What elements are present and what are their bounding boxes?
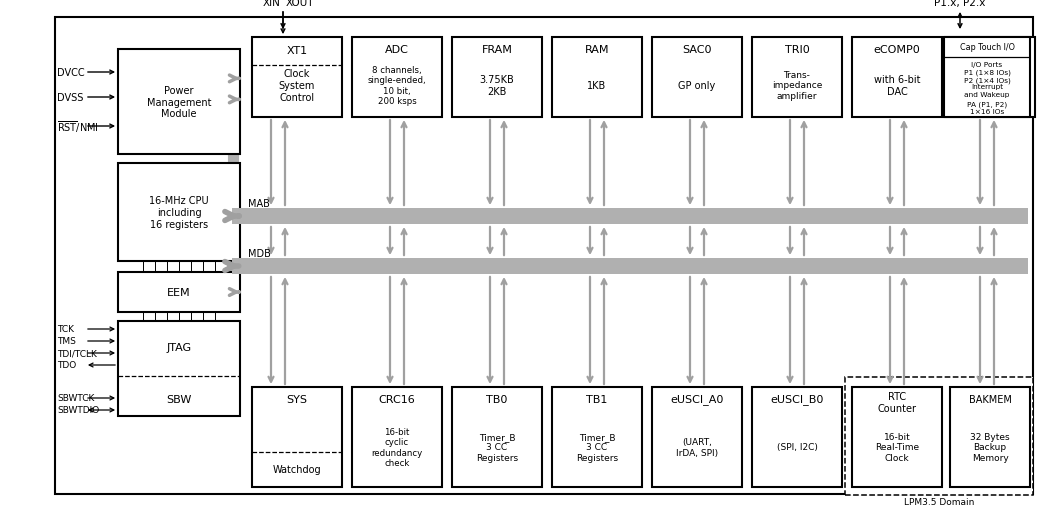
Text: JTAG: JTAG: [166, 342, 191, 352]
Bar: [252, 387, 342, 487]
Bar: [452, 387, 542, 487]
Text: XOUT: XOUT: [286, 0, 314, 8]
Text: XIN: XIN: [263, 0, 281, 8]
Text: I/O Ports
P1 (1×8 IOs)
P2 (1×4 IOs)
Interrupt
and Wakeup: I/O Ports P1 (1×8 IOs) P2 (1×4 IOs) Inte…: [964, 63, 1011, 97]
Text: TB1: TB1: [587, 394, 608, 404]
Text: 3.75KB
2KB: 3.75KB 2KB: [479, 75, 515, 97]
Text: 32 Bytes
Backup
Memory: 32 Bytes Backup Memory: [970, 432, 1010, 462]
Text: TCK: TCK: [57, 325, 74, 334]
Text: Timer_B
3 CC
Registers: Timer_B 3 CC Registers: [576, 432, 618, 462]
Text: 1KB: 1KB: [588, 81, 607, 91]
Bar: [227, 209, 239, 293]
Bar: [845, 377, 1033, 495]
Bar: [232, 209, 1028, 224]
Text: Trans-
impedance
amplifier: Trans- impedance amplifier: [772, 71, 823, 101]
Bar: [652, 387, 742, 487]
Text: $\overline{\rm RST}$/NMI: $\overline{\rm RST}$/NMI: [57, 119, 99, 134]
Text: TB0: TB0: [487, 394, 507, 404]
Text: LPM3.5 Domain: LPM3.5 Domain: [904, 497, 974, 506]
Text: eCOMP0: eCOMP0: [874, 45, 921, 55]
Text: 16-bit
cyclic
redundancy
check: 16-bit cyclic redundancy check: [372, 427, 423, 467]
Text: MDB: MDB: [248, 248, 270, 259]
Bar: [944, 38, 1030, 118]
Text: with 6-bit
DAC: with 6-bit DAC: [874, 75, 920, 97]
Text: TMS: TMS: [57, 337, 76, 346]
Text: XT1: XT1: [286, 46, 308, 56]
Bar: [852, 38, 942, 118]
Text: RTC
Counter: RTC Counter: [878, 391, 917, 413]
Bar: [118, 272, 240, 313]
Text: DVSS: DVSS: [57, 93, 84, 103]
Text: SBWTDIO: SBWTDIO: [57, 406, 99, 415]
Bar: [232, 259, 1028, 274]
Text: TDI/TCLK: TDI/TCLK: [57, 349, 97, 358]
Text: TDO: TDO: [57, 361, 76, 370]
Text: DVCC: DVCC: [57, 68, 85, 78]
Text: RAM: RAM: [585, 45, 610, 55]
Text: (UART,
IrDA, SPI): (UART, IrDA, SPI): [675, 437, 718, 457]
Bar: [452, 38, 542, 118]
Text: 16-bit
Real-Time
Clock: 16-bit Real-Time Clock: [875, 432, 919, 462]
Bar: [552, 38, 642, 118]
Text: eUSCI_A0: eUSCI_A0: [670, 394, 723, 405]
Text: (SPI, I2C): (SPI, I2C): [777, 443, 817, 451]
Text: P1.x, P2.x: P1.x, P2.x: [934, 0, 986, 8]
Text: 16-MHz CPU
including
16 registers: 16-MHz CPU including 16 registers: [149, 196, 209, 229]
Bar: [752, 38, 843, 118]
Text: CRC16: CRC16: [379, 394, 416, 404]
Bar: [118, 50, 240, 155]
Text: Watchdog: Watchdog: [272, 464, 322, 474]
Text: Power
Management
Module: Power Management Module: [147, 86, 211, 119]
Text: SBWTCK: SBWTCK: [57, 394, 94, 403]
Text: GP only: GP only: [679, 81, 715, 91]
Text: SAC0: SAC0: [682, 45, 712, 55]
Text: ADC: ADC: [385, 45, 409, 55]
Bar: [852, 387, 942, 487]
Text: 8 channels,
single-ended,
10 bit,
200 ksps: 8 channels, single-ended, 10 bit, 200 ks…: [367, 66, 426, 106]
Text: TRI0: TRI0: [785, 45, 809, 55]
Text: Cap Touch I/O: Cap Touch I/O: [959, 43, 1015, 52]
Bar: [945, 38, 1035, 118]
Text: FRAM: FRAM: [481, 45, 513, 55]
Bar: [752, 387, 843, 487]
Text: PA (P1, P2)
1×16 IOs: PA (P1, P2) 1×16 IOs: [967, 101, 1007, 115]
Text: SBW: SBW: [166, 394, 192, 404]
Bar: [252, 38, 342, 118]
Bar: [552, 387, 642, 487]
Bar: [652, 38, 742, 118]
Bar: [950, 387, 1030, 487]
Text: BAKMEM: BAKMEM: [969, 394, 1012, 404]
Text: SYS: SYS: [286, 394, 308, 404]
Text: eUSCI_B0: eUSCI_B0: [770, 394, 824, 405]
Bar: [352, 387, 442, 487]
Bar: [118, 321, 240, 416]
Text: MAB: MAB: [248, 199, 270, 209]
Text: Clock
System
Control: Clock System Control: [279, 69, 315, 102]
Text: Timer_B
3 CC
Registers: Timer_B 3 CC Registers: [476, 432, 518, 462]
Bar: [352, 38, 442, 118]
Bar: [118, 164, 240, 262]
Text: EEM: EEM: [167, 288, 191, 297]
